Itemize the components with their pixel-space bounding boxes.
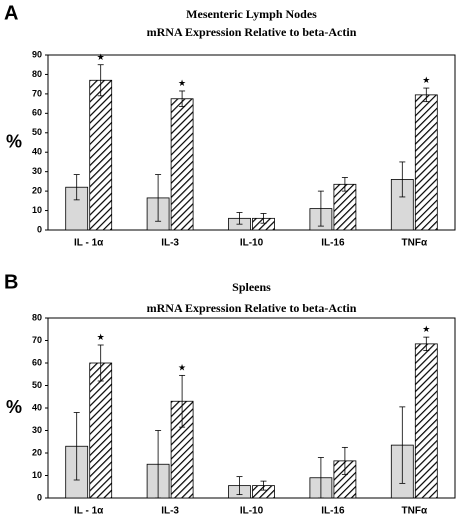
error-bar (179, 374, 186, 428)
chart-title: Spleens (232, 280, 271, 294)
error-bar (236, 476, 243, 496)
y-tick-label: 20 (32, 185, 42, 195)
error-bar (423, 87, 430, 103)
bar (89, 362, 113, 499)
y-tick-label: 10 (32, 470, 42, 480)
error-bar (73, 174, 80, 201)
error-bar (317, 457, 324, 499)
bar (89, 79, 113, 231)
panel-label: A (4, 2, 18, 24)
x-tick-label: IL-3 (161, 506, 179, 517)
error-bar (260, 480, 267, 491)
y-tick-label: 40 (32, 402, 42, 412)
y-tick-label: 80 (32, 69, 42, 79)
x-tick-label: IL-10 (240, 506, 264, 517)
significance-marker: ★ (97, 332, 105, 342)
x-tick-label: IL-10 (240, 238, 264, 249)
error-bar (155, 430, 162, 499)
error-bar (155, 174, 162, 222)
x-tick-label: TNFα (402, 238, 428, 249)
bar (414, 343, 438, 499)
error-bar (97, 344, 104, 382)
y-tick-label: 60 (32, 108, 42, 118)
y-tick-label: 40 (32, 147, 42, 157)
y-axis-label: % (6, 131, 22, 151)
bar (414, 94, 438, 231)
y-tick-label: 10 (32, 205, 42, 215)
significance-marker: ★ (97, 52, 105, 62)
x-tick-label: TNFα (402, 506, 428, 517)
error-bar (341, 446, 348, 475)
x-tick-label: IL-16 (321, 506, 345, 517)
error-bar (73, 412, 80, 481)
significance-marker: ★ (178, 78, 186, 88)
y-tick-label: 20 (32, 447, 42, 457)
x-tick-label: IL - 1α (74, 506, 104, 517)
panel-label: B (4, 271, 18, 293)
error-bar (399, 161, 406, 198)
y-tick-label: 80 (32, 312, 42, 322)
chart-title: Mesenteric Lymph Nodes (186, 7, 317, 21)
x-tick-label: IL-16 (321, 238, 345, 249)
chart-subtitle: mRNA Expression Relative to beta-Actin (147, 25, 357, 39)
error-bar (423, 336, 430, 352)
y-tick-label: 90 (32, 49, 42, 59)
error-bar (399, 406, 406, 484)
y-tick-label: 30 (32, 166, 42, 176)
y-tick-label: 70 (32, 335, 42, 345)
significance-marker: ★ (422, 324, 430, 334)
y-axis-label: % (6, 397, 22, 417)
y-tick-label: 70 (32, 88, 42, 98)
error-bar (179, 90, 186, 107)
significance-marker: ★ (178, 362, 186, 372)
error-bar (341, 177, 348, 192)
y-tick-label: 0 (37, 492, 42, 502)
error-bar (260, 213, 267, 224)
error-bar (236, 212, 243, 225)
chart-subtitle: mRNA Expression Relative to beta-Actin (147, 301, 357, 315)
x-tick-label: IL-3 (161, 238, 179, 249)
y-tick-label: 50 (32, 380, 42, 390)
plot-frame (47, 54, 456, 231)
x-tick-label: IL - 1α (74, 238, 104, 249)
y-tick-label: 0 (37, 224, 42, 234)
y-tick-label: 60 (32, 357, 42, 367)
bar (170, 98, 194, 231)
y-tick-label: 50 (32, 127, 42, 137)
y-tick-label: 30 (32, 425, 42, 435)
error-bar (317, 190, 324, 227)
error-bar (97, 64, 104, 97)
significance-marker: ★ (422, 75, 430, 85)
